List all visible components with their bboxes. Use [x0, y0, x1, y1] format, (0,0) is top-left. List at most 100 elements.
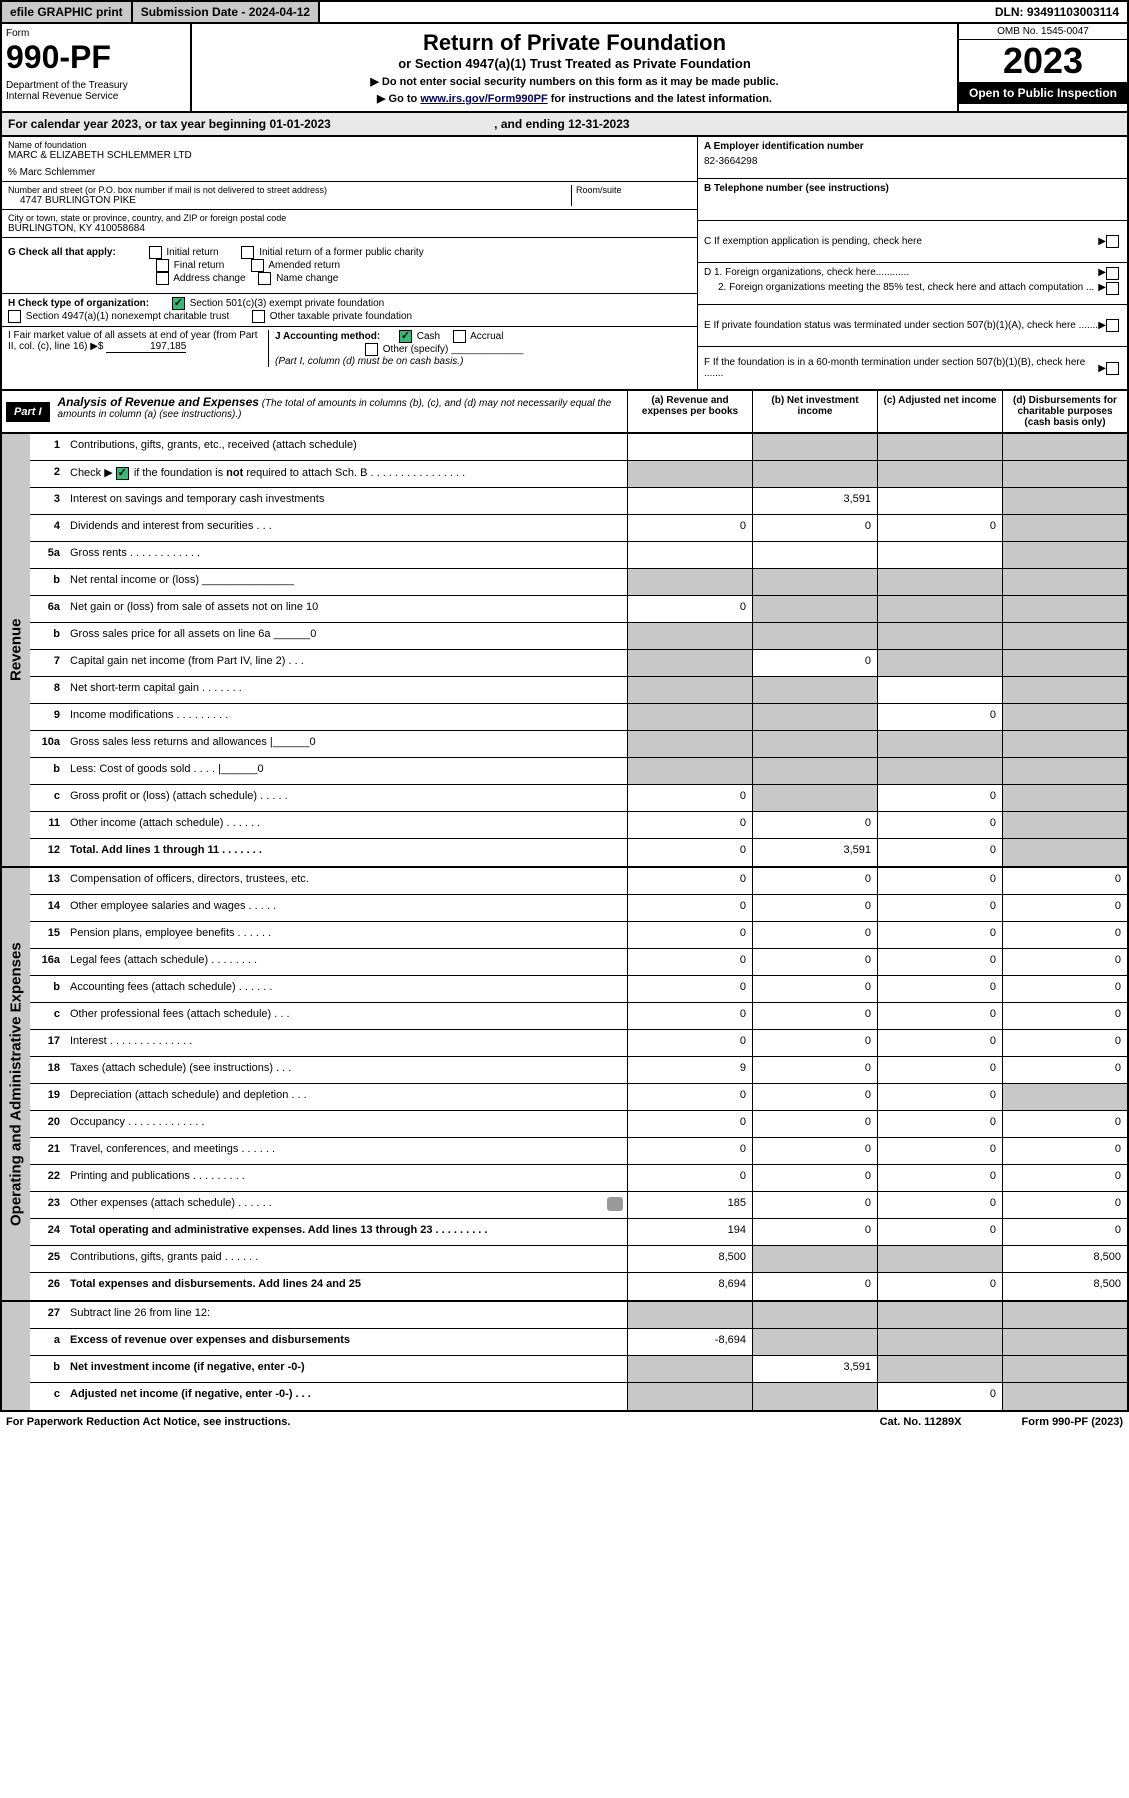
cell: 0	[752, 1030, 877, 1056]
line-text: Adjusted net income (if negative, enter …	[66, 1383, 627, 1410]
cell	[627, 488, 752, 514]
cell: 3,591	[752, 488, 877, 514]
cell: 0	[752, 976, 877, 1002]
cell: 8,500	[1002, 1273, 1127, 1300]
cell-grey	[1002, 1383, 1127, 1410]
d1-label: D 1. Foreign organizations, check here..…	[704, 267, 1098, 280]
line-text: Printing and publications . . . . . . . …	[66, 1165, 627, 1191]
efile-label: efile GRAPHIC print	[2, 2, 133, 22]
cell: 0	[877, 922, 1002, 948]
cell: 0	[877, 1057, 1002, 1083]
line-22: 22Printing and publications . . . . . . …	[30, 1165, 1127, 1192]
line-19: 19Depreciation (attach schedule) and dep…	[30, 1084, 1127, 1111]
line-no: 20	[30, 1111, 66, 1137]
other-method-cb[interactable]	[365, 343, 378, 356]
schB-cb[interactable]	[116, 467, 129, 480]
attachment-icon[interactable]	[607, 1197, 623, 1211]
line-13: 13Compensation of officers, directors, t…	[30, 868, 1127, 895]
cell: 0	[627, 976, 752, 1002]
cell-grey	[627, 758, 752, 784]
c-cb[interactable]	[1106, 235, 1119, 248]
cell-grey	[1002, 488, 1127, 514]
cell-grey	[627, 1356, 752, 1382]
line-no: 12	[30, 839, 66, 866]
line-4: 4Dividends and interest from securities …	[30, 515, 1127, 542]
cell: 0	[627, 785, 752, 811]
address-change-cb[interactable]	[156, 272, 169, 285]
line-9: 9Income modifications . . . . . . . . .0	[30, 704, 1127, 731]
cell: 0	[1002, 922, 1127, 948]
line-b: bLess: Cost of goods sold . . . . |_____…	[30, 758, 1127, 785]
form-label: Form	[6, 28, 186, 39]
line-7: 7Capital gain net income (from Part IV, …	[30, 650, 1127, 677]
cell	[752, 542, 877, 568]
name-change-cb[interactable]	[258, 272, 271, 285]
e-cb[interactable]	[1106, 319, 1119, 332]
d1-cb[interactable]	[1106, 267, 1119, 280]
cell: 185	[627, 1192, 752, 1218]
omb-number: OMB No. 1545-0047	[959, 24, 1127, 40]
calendar-year-row: For calendar year 2023, or tax year begi…	[0, 113, 1129, 137]
cell-grey	[1002, 569, 1127, 595]
line-no: 5a	[30, 542, 66, 568]
cell-grey	[877, 569, 1002, 595]
cell: 0	[1002, 895, 1127, 921]
cell-grey	[1002, 704, 1127, 730]
revenue-section: Revenue 1Contributions, gifts, grants, e…	[0, 434, 1129, 868]
cell-grey	[627, 1302, 752, 1328]
line-text: Excess of revenue over expenses and disb…	[66, 1329, 627, 1355]
cell-grey	[627, 677, 752, 703]
cell: 0	[877, 1111, 1002, 1137]
line-text: Subtract line 26 from line 12:	[66, 1302, 627, 1328]
final-return-cb[interactable]	[156, 259, 169, 272]
amended-cb[interactable]	[251, 259, 264, 272]
d2-cb[interactable]	[1106, 282, 1119, 295]
initial-return-cb[interactable]	[149, 246, 162, 259]
other-taxable-cb[interactable]	[252, 310, 265, 323]
cell: 0	[877, 704, 1002, 730]
line-8: 8Net short-term capital gain . . . . . .…	[30, 677, 1127, 704]
501c3-cb[interactable]	[172, 297, 185, 310]
cell: 0	[877, 1273, 1002, 1300]
col-b-hdr: (b) Net investment income	[752, 391, 877, 432]
line-no: 22	[30, 1165, 66, 1191]
i-value: 197,185	[106, 341, 186, 353]
cell-grey	[1002, 1084, 1127, 1110]
line-no: 3	[30, 488, 66, 514]
cell: 0	[1002, 949, 1127, 975]
line-no: 18	[30, 1057, 66, 1083]
line-text: Taxes (attach schedule) (see instruction…	[66, 1057, 627, 1083]
cell: 194	[627, 1219, 752, 1245]
line-21: 21Travel, conferences, and meetings . . …	[30, 1138, 1127, 1165]
cell: 0	[1002, 1111, 1127, 1137]
initial-former-cb[interactable]	[241, 246, 254, 259]
instructions-link[interactable]: www.irs.gov/Form990PF	[420, 93, 547, 105]
cell-grey	[1002, 1329, 1127, 1355]
foundation-name: MARC & ELIZABETH SCHLEMMER LTD	[8, 150, 691, 161]
cell-grey	[1002, 812, 1127, 838]
accrual-cb[interactable]	[453, 330, 466, 343]
cell: 0	[877, 1192, 1002, 1218]
line-23: 23Other expenses (attach schedule) . . .…	[30, 1192, 1127, 1219]
cell: 0	[1002, 1057, 1127, 1083]
cell-grey	[627, 461, 752, 487]
line-text: Travel, conferences, and meetings . . . …	[66, 1138, 627, 1164]
cash-cb[interactable]	[399, 330, 412, 343]
cell-grey	[1002, 1356, 1127, 1382]
cell: 0	[752, 1219, 877, 1245]
cell: 0	[752, 650, 877, 676]
cell-grey	[877, 461, 1002, 487]
line-text: Income modifications . . . . . . . . .	[66, 704, 627, 730]
line-2: 2Check ▶ if the foundation is not requir…	[30, 461, 1127, 488]
f-cb[interactable]	[1106, 362, 1119, 375]
h-row: H Check type of organization: Section 50…	[2, 294, 697, 327]
cell-grey	[752, 623, 877, 649]
cell: 3,591	[752, 1356, 877, 1382]
line-text: Other professional fees (attach schedule…	[66, 1003, 627, 1029]
line-text: Accounting fees (attach schedule) . . . …	[66, 976, 627, 1002]
cell: 0	[877, 812, 1002, 838]
4947-cb[interactable]	[8, 310, 21, 323]
cell: 0	[1002, 1219, 1127, 1245]
a-label: A Employer identification number	[704, 141, 1121, 152]
cell-grey	[1002, 650, 1127, 676]
